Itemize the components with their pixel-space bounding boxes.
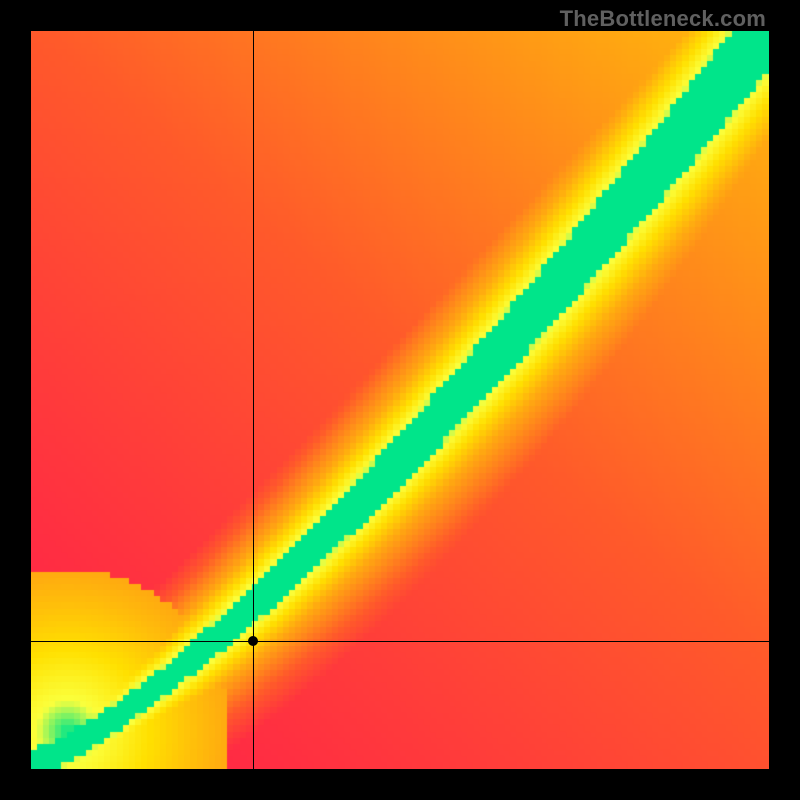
crosshair-horizontal [31, 641, 769, 642]
crosshair-vertical [253, 31, 254, 769]
chart-container: TheBottleneck.com [0, 0, 800, 800]
crosshair-marker [248, 636, 258, 646]
heatmap-canvas [31, 31, 769, 769]
watermark-text: TheBottleneck.com [560, 6, 766, 32]
